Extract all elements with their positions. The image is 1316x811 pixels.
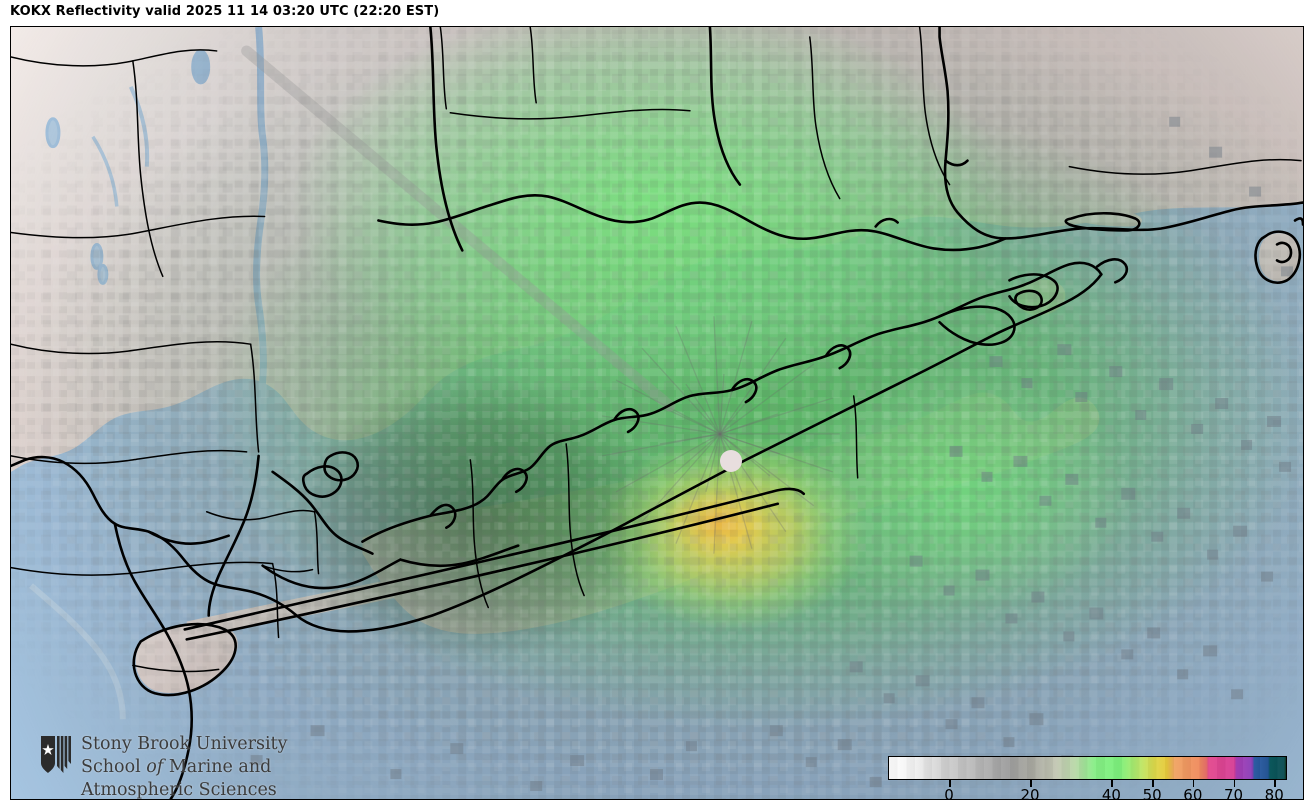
shield-icon — [41, 736, 71, 773]
radar-map-frame: Stony Brook University School of Marine … — [10, 26, 1304, 800]
colorbar-tick-labels: 0 20 40 50 60 70 80 — [888, 786, 1287, 799]
colorbar-tick — [1111, 780, 1114, 787]
radar-site-marker — [720, 450, 742, 472]
colorbar-tick — [1274, 780, 1276, 787]
colorbar-tick-label: 70 — [1223, 786, 1244, 799]
colorbar-tick — [1192, 780, 1195, 787]
connecticut-coastline — [938, 27, 1303, 240]
colorbar-gradient — [889, 757, 1286, 779]
logo-line-2-pre: School — [81, 757, 147, 778]
logo-text: Stony Brook University School of Marine … — [81, 733, 287, 799]
echo-pixel-texture — [11, 27, 1303, 799]
page-title: KOKX Reflectivity valid 2025 11 14 03:20… — [10, 4, 440, 19]
stony-brook-logo: Stony Brook University School of Marine … — [39, 733, 287, 799]
colorbar-box — [888, 756, 1287, 780]
colorbar-tick-label: 20 — [1020, 786, 1040, 799]
colorbar-tick — [1030, 780, 1032, 787]
colorbar-tick — [1233, 780, 1236, 787]
logo-line-2: School of Marine and — [81, 756, 287, 779]
state-border-north — [429, 27, 464, 252]
colorbar-ticks — [888, 780, 1287, 787]
east-river — [271, 470, 374, 555]
raritan-bay — [147, 530, 230, 545]
block-island-outline — [1254, 230, 1301, 284]
colorbar-tick-label: 40 — [1101, 786, 1121, 799]
east-end-forks — [938, 305, 1016, 346]
logo-line-2-post: Marine and — [163, 757, 272, 778]
long-island-south-shore — [295, 273, 1103, 633]
colorbar: 0 20 40 50 60 70 80 — [877, 750, 1297, 799]
colorbar-tick — [1152, 780, 1154, 787]
logo-line-1: Stony Brook University — [81, 734, 288, 754]
map-clip: Stony Brook University School of Marine … — [11, 27, 1303, 799]
fishers-island-outline — [1064, 211, 1141, 232]
staten-island-outline — [132, 622, 237, 697]
fire-island-barrier — [183, 487, 806, 631]
logo-line-3: Atmospheric Sciences — [81, 780, 277, 799]
colorbar-tick-label: 80 — [1264, 786, 1284, 799]
jamaica-bay — [261, 558, 402, 590]
nyc-harbor — [11, 455, 298, 617]
colorbar-tick-label: 0 — [944, 786, 954, 799]
nj-shore — [113, 522, 194, 799]
colorbar-tick-label: 60 — [1183, 786, 1203, 799]
logo-line-2-em: of — [146, 757, 164, 778]
north-shore-inlets — [429, 503, 457, 529]
state-border-ny-ct — [708, 27, 742, 186]
colorbar-band-overlay — [889, 757, 1286, 779]
sound-north-shore — [377, 193, 1007, 252]
colorbar-tick — [949, 780, 951, 787]
colorbar-tick-label: 50 — [1142, 786, 1162, 799]
boundary-layer — [11, 27, 1303, 799]
hudson-river-outline — [207, 454, 260, 617]
